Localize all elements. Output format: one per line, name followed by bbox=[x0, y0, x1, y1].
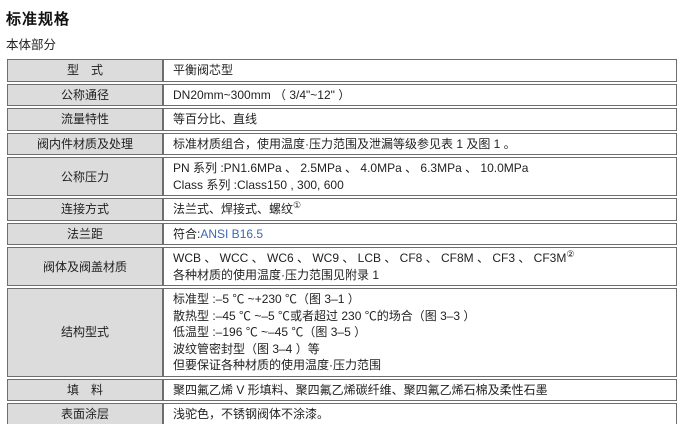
row-value-packing: 聚四氟乙烯 V 形填料、聚四氟乙烯碳纤维、聚四氟乙烯石棉及柔性石墨 bbox=[163, 378, 677, 401]
table-row-connection-type: 连接方式 法兰式、焊接式、螺纹① bbox=[7, 198, 677, 221]
table-row-nominal-diameter: 公称通径 DN20mm~300mm （ 3/4"~12" ） bbox=[7, 83, 677, 106]
table-row-structure-type: 结构型式 标准型 :–5 ℃ ~+230 ℃（图 3–1 ） 散热型 :–45 … bbox=[7, 288, 677, 377]
row-value-surface-coating: 浅驼色，不锈钢阀体不涂漆。 bbox=[163, 403, 677, 424]
footnote-ref-2: ② bbox=[566, 249, 575, 259]
row-label-nominal-diameter: 公称通径 bbox=[7, 83, 163, 106]
table-row-body-bonnet-material: 阀体及阀盖材质 WCB 、 WCC 、 WC6 、 WC9 、 LCB 、 CF… bbox=[7, 247, 677, 286]
connection-type-text: 法兰式、焊接式、螺纹 bbox=[173, 202, 294, 216]
section-subtitle: 本体部分 bbox=[6, 38, 57, 52]
flange-distance-prefix: 符合: bbox=[173, 226, 201, 241]
page-title: 标准规格 bbox=[6, 11, 71, 28]
row-value-type: 平衡阀芯型 bbox=[163, 59, 677, 82]
row-label-flow-characteristic: 流量特性 bbox=[7, 108, 163, 131]
row-value-flange-distance: 符合:ANSI B16.5 bbox=[163, 222, 677, 245]
row-value-nominal-pressure: PN 系列 :PN1.6MPa 、 2.5MPa 、 4.0MPa 、 6.3M… bbox=[163, 157, 677, 196]
row-value-structure-type: 标准型 :–5 ℃ ~+230 ℃（图 3–1 ） 散热型 :–45 ℃ ~–5… bbox=[163, 288, 677, 377]
row-label-structure-type: 结构型式 bbox=[7, 288, 163, 377]
ansi-standard-reference: ANSI B16.5 bbox=[200, 226, 264, 241]
row-label-surface-coating: 表面涂层 bbox=[7, 403, 163, 424]
row-label-nominal-pressure: 公称压力 bbox=[7, 157, 163, 196]
body-material-list: WCB 、 WCC 、 WC6 、 WC9 、 LCB 、 CF8 、 CF8M… bbox=[173, 251, 567, 265]
table-row-surface-coating: 表面涂层 浅驼色，不锈钢阀体不涂漆。 bbox=[7, 403, 677, 424]
row-value-body-bonnet-material: WCB 、 WCC 、 WC6 、 WC9 、 LCB 、 CF8 、 CF8M… bbox=[163, 247, 677, 286]
spec-table: 型 式 平衡阀芯型 公称通径 DN20mm~300mm （ 3/4"~12" ）… bbox=[7, 57, 677, 424]
table-row-type: 型 式 平衡阀芯型 bbox=[7, 59, 677, 82]
table-row-nominal-pressure: 公称压力 PN 系列 :PN1.6MPa 、 2.5MPa 、 4.0MPa 、… bbox=[7, 157, 677, 196]
table-row-flange-distance: 法兰距 符合:ANSI B16.5 bbox=[7, 222, 677, 245]
row-label-body-bonnet-material: 阀体及阀盖材质 bbox=[7, 247, 163, 286]
row-value-connection-type: 法兰式、焊接式、螺纹① bbox=[163, 198, 677, 221]
row-value-trim-material: 标准材质组合，使用温度·压力范围及泄漏等级参见表 1 及图 1 。 bbox=[163, 132, 677, 155]
table-row-trim-material: 阀内件材质及处理 标准材质组合，使用温度·压力范围及泄漏等级参见表 1 及图 1… bbox=[7, 132, 677, 155]
body-material-note: 各种材质的使用温度·压力范围见附录 1 bbox=[173, 267, 380, 282]
table-row-packing: 填 料 聚四氟乙烯 V 形填料、聚四氟乙烯碳纤维、聚四氟乙烯石棉及柔性石墨 bbox=[7, 378, 677, 401]
row-label-trim-material: 阀内件材质及处理 bbox=[7, 132, 163, 155]
row-value-flow-characteristic: 等百分比、直线 bbox=[163, 108, 677, 131]
row-label-connection-type: 连接方式 bbox=[7, 198, 163, 221]
row-value-nominal-diameter: DN20mm~300mm （ 3/4"~12" ） bbox=[163, 83, 677, 106]
footnote-ref-1: ① bbox=[293, 200, 302, 210]
row-label-type: 型 式 bbox=[7, 59, 163, 82]
table-row-flow-characteristic: 流量特性 等百分比、直线 bbox=[7, 108, 677, 131]
row-label-packing: 填 料 bbox=[7, 378, 163, 401]
row-label-flange-distance: 法兰距 bbox=[7, 222, 163, 245]
